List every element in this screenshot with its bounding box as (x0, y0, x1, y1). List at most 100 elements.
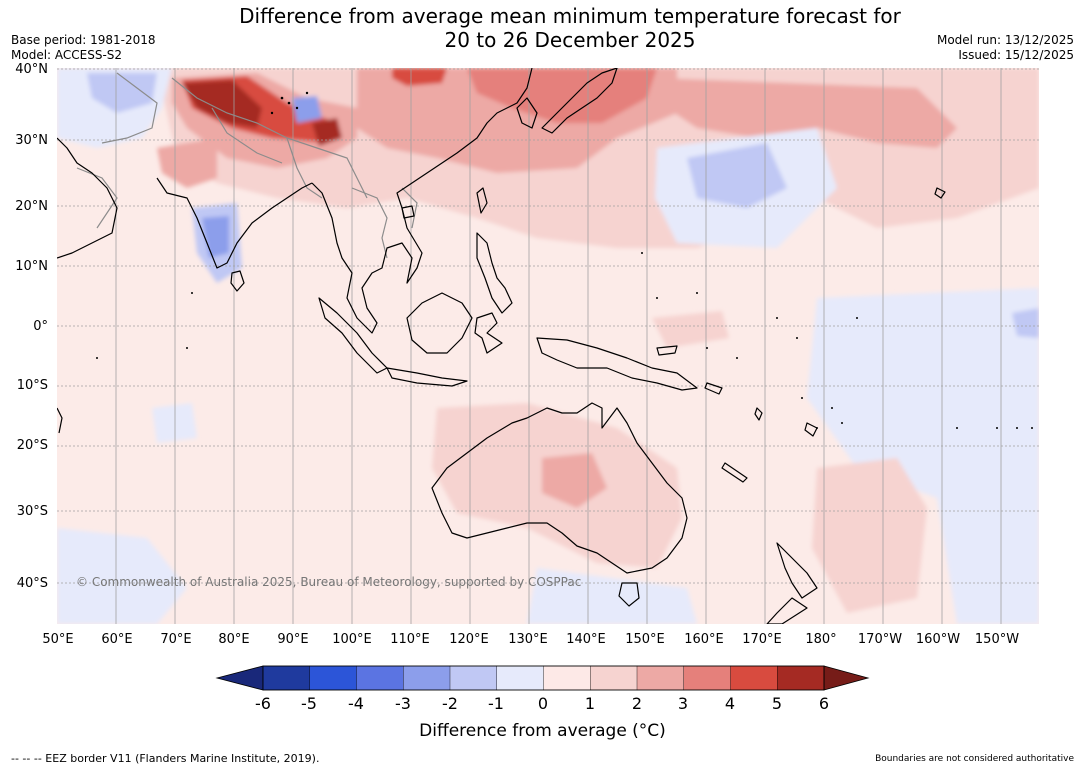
anomaly-tibet-6 (182, 80, 262, 128)
cb-tick-3: 3 (677, 694, 689, 713)
colorbar-cell (683, 665, 731, 691)
lat-label-20s: 20°S (16, 438, 48, 453)
cb-tick-m2: -2 (442, 694, 458, 713)
lat-label-10s: 10°S (16, 378, 48, 393)
cb-tick-4: 4 (724, 694, 736, 713)
colorbar-cell (777, 665, 825, 691)
colorbar-cell (309, 665, 357, 691)
colorbar-over-arrow (823, 665, 870, 691)
colorbar-under-arrow (215, 665, 264, 691)
model-name: Model: ACCESS-S2 (11, 48, 123, 62)
coast-korea (516, 97, 538, 129)
anomaly-south-west-cool (57, 528, 187, 624)
coast-africa-horn (57, 407, 63, 434)
cb-tick-0: 0 (537, 694, 549, 713)
lon-label-60e: 60°E (101, 632, 133, 647)
cb-tick-m4: -4 (348, 694, 364, 713)
eez-legend: -- -- -- EEZ border V11 (Flanders Marine… (11, 752, 320, 765)
lon-label-170e: 170°E (742, 632, 782, 647)
coast-solomons (704, 382, 723, 395)
coast-arabia (57, 137, 118, 259)
colorbar-cells (262, 665, 825, 691)
base-period: Base period: 1981-2018 (11, 33, 156, 47)
anomaly-shading (57, 68, 1039, 624)
colorbar (215, 665, 870, 691)
lat-label-0: 0° (33, 319, 48, 334)
coast-australia (431, 402, 688, 574)
colorbar-cell (590, 665, 638, 691)
cb-tick-1: 1 (584, 694, 596, 713)
title-line-2: 20 to 26 December 2025 (444, 28, 696, 52)
coast-sri-lanka (230, 270, 245, 292)
lat-label-40n: 40°N (15, 62, 48, 77)
title-line-1: Difference from average mean minimum tem… (239, 4, 901, 28)
anomaly-australia-2 (542, 453, 607, 508)
cb-tick-m6: -6 (255, 694, 271, 713)
anomaly-japan-3 (467, 68, 657, 123)
lon-label-80e: 80°E (218, 632, 250, 647)
lat-label-30s: 30°S (16, 504, 48, 519)
colorbar-cell (262, 665, 311, 691)
lat-label-10n: 10°N (15, 259, 48, 274)
coast-new-caledonia (721, 462, 748, 483)
lon-label-110e: 110°E (390, 632, 430, 647)
anomaly-tibet-east-5 (312, 118, 342, 146)
lon-label-120e: 120°E (449, 632, 489, 647)
coast-fiji (804, 422, 818, 437)
cb-tick-2: 2 (631, 694, 643, 713)
model-run: Model run: 13/12/2025 (936, 33, 1074, 47)
boundary-disclaimer: Boundaries are not considered authoritat… (875, 754, 1074, 764)
country-borders (76, 72, 418, 259)
cb-tick-m1: -1 (488, 694, 504, 713)
lon-label-70e: 70°E (160, 632, 192, 647)
colorbar-cell (730, 665, 778, 691)
lon-label-130e: 130°E (508, 632, 548, 647)
anomaly-mongolia-4 (392, 68, 447, 86)
cb-tick-m5: -5 (301, 694, 317, 713)
cb-tick-5: 5 (771, 694, 783, 713)
anomaly-tibet-cool-pocket (292, 96, 322, 123)
coast-vanuatu (754, 407, 763, 421)
map-title: Difference from average mean minimum tem… (0, 4, 1085, 52)
lon-label-180: 180° (805, 632, 837, 647)
anomaly-south-tasman-cool (527, 568, 697, 624)
anomaly-eq-cool-2 (1012, 308, 1039, 338)
coast-nz-north (776, 542, 818, 599)
cb-tick-6: 6 (818, 694, 830, 713)
anomaly-india-2 (157, 138, 217, 188)
anomaly-japan-east-2 (657, 78, 957, 148)
lat-label-40s: 40°S (16, 576, 48, 591)
lon-label-50e: 50°E (42, 632, 74, 647)
lon-label-100e: 100°E (332, 632, 372, 647)
anomaly-nz-east-1 (812, 458, 927, 613)
coast-hawaii (934, 187, 946, 199)
colorbar-cell (449, 665, 498, 691)
colorbar-cell (496, 665, 544, 691)
colorbar-cell (403, 665, 451, 691)
coast-hainan (401, 205, 415, 219)
coast-new-britain (656, 345, 678, 356)
coast-new-guinea (536, 337, 698, 391)
anomaly-north-pacific-cool-2 (687, 143, 787, 208)
lon-label-150e: 150°E (625, 632, 665, 647)
lon-label-150w: 150°W (974, 632, 1020, 647)
anomaly-pacific-1 (652, 311, 729, 348)
lon-label-90e: 90°E (277, 632, 309, 647)
coast-sumatra (318, 297, 388, 374)
cb-tick-m3: -3 (395, 694, 411, 713)
lon-label-160e: 160°E (684, 632, 724, 647)
coast-japan (541, 68, 618, 134)
lon-label-170w: 170°W (857, 632, 903, 647)
coast-java (386, 367, 468, 387)
colorbar-cell (636, 665, 685, 691)
coast-india (156, 177, 313, 269)
lon-label-140e: 140°E (566, 632, 606, 647)
coast-tasmania (618, 582, 640, 607)
anomaly-indian-ocean-cool (152, 403, 197, 443)
coastlines (57, 68, 946, 624)
coast-sulawesi (474, 312, 503, 354)
lat-label-20n: 20°N (15, 199, 48, 214)
issued-date: Issued: 15/12/2025 (958, 48, 1074, 62)
meta-right: Model run: 13/12/2025 Issued: 15/12/2025 (937, 33, 1074, 63)
anomaly-map: © Commonwealth of Australia 2025, Bureau… (57, 68, 1039, 624)
